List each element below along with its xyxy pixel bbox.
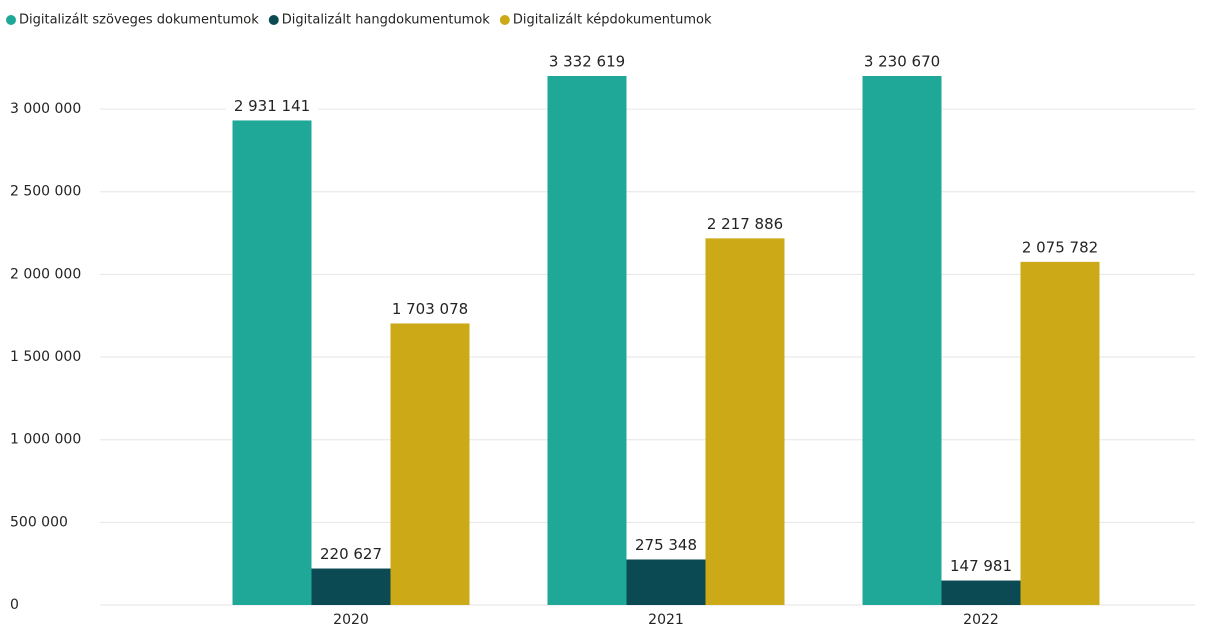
bars	[232, 76, 1100, 606]
x-tick-label: 2020	[333, 612, 369, 628]
bar	[626, 559, 706, 605]
y-tick-label: 1 500 000	[10, 349, 81, 365]
x-tick-label: 2022	[963, 612, 999, 628]
y-tick-label: 3 000 000	[10, 101, 81, 117]
bar	[705, 238, 785, 606]
legend-marker	[268, 15, 279, 25]
bar	[390, 323, 470, 605]
bar	[311, 568, 391, 605]
value-label-bg	[698, 212, 792, 237]
value-label: 2 075 782	[1022, 238, 1098, 256]
value-label-bg	[1013, 235, 1107, 260]
bar	[232, 120, 312, 606]
legend-label: Digitalizált képdokumentumok	[513, 13, 712, 28]
value-label-bg	[311, 542, 391, 567]
value-label: 1 703 078	[392, 300, 468, 318]
bar	[862, 76, 942, 605]
y-tick-label: 2 000 000	[10, 266, 81, 282]
value-label: 220 627	[320, 545, 382, 563]
value-label-bg	[626, 533, 706, 558]
value-label: 2 217 886	[707, 215, 783, 233]
bar	[941, 580, 1021, 605]
value-label-bg	[855, 50, 949, 74]
legend-marker	[6, 15, 16, 25]
value-label: 2 931 141	[234, 97, 310, 115]
x-tick-label: 2021	[648, 612, 684, 628]
y-tick-label: 500 000	[10, 514, 68, 530]
legend-label: Digitalizált hangdokumentumok	[282, 13, 491, 28]
bar	[547, 76, 627, 606]
legend-marker	[499, 15, 510, 25]
legend-label: Digitalizált szöveges dokumentumok	[19, 13, 259, 28]
value-label: 275 348	[635, 536, 697, 554]
y-tick-label: 2 500 000	[10, 184, 81, 200]
value-label: 3 230 670	[864, 53, 940, 71]
value-label: 3 332 619	[549, 53, 625, 71]
value-label-bg	[941, 554, 1021, 579]
value-label-bg	[540, 50, 634, 74]
y-tick-label: 0	[10, 597, 19, 613]
value-label: 147 981	[950, 557, 1012, 575]
y-tick-label: 1 000 000	[10, 432, 81, 448]
bar	[1020, 261, 1100, 605]
value-label-bg	[225, 94, 319, 119]
value-label-bg	[383, 297, 477, 322]
